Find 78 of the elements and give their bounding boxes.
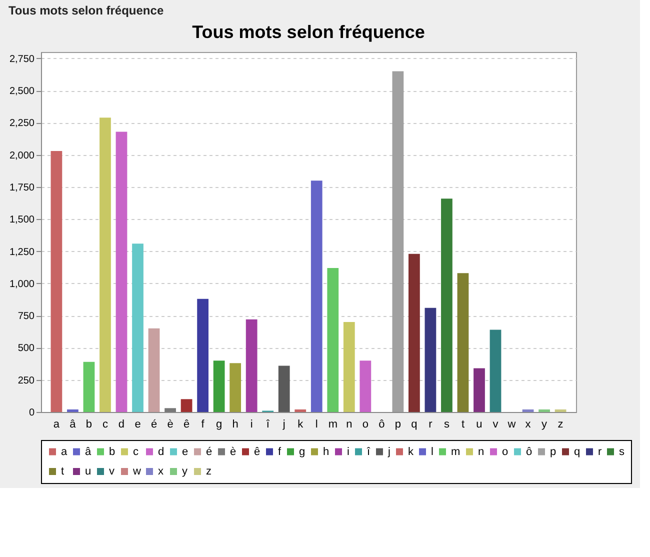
- x-tick-label: â: [70, 418, 77, 430]
- y-tick-label: 2,250: [9, 118, 35, 130]
- legend-label: u: [85, 466, 92, 478]
- y-tick-label: 1,750: [9, 182, 35, 194]
- x-tick-label: b: [86, 418, 92, 430]
- x-tick-label: e: [134, 418, 141, 430]
- legend-label: j: [387, 446, 390, 458]
- text: Tous mots selon fréquence: [8, 4, 164, 18]
- x-tick-label: d: [118, 418, 125, 430]
- legend-label: h: [323, 446, 330, 458]
- y-tick-label: 2,750: [9, 54, 35, 65]
- chart-title: Tous mots selon fréquence: [192, 22, 425, 42]
- x-tick-label: m: [328, 418, 338, 430]
- x-tick-label: r: [428, 418, 433, 430]
- x-tick-label: a: [53, 418, 60, 430]
- legend-label: d: [158, 446, 164, 458]
- legend-label: ô: [526, 446, 532, 458]
- legend-label: f: [278, 446, 282, 458]
- y-tick-label: 1,250: [9, 246, 35, 258]
- y-tick-label: 1,500: [9, 214, 35, 226]
- y-tick-label: 2,000: [9, 150, 35, 162]
- x-tick-label: h: [232, 418, 238, 430]
- x-tick-label: è: [167, 418, 174, 430]
- legend-label: a: [61, 446, 68, 458]
- x-tick-label: z: [558, 418, 564, 430]
- legend-label: b: [109, 446, 116, 458]
- legend-label: è: [230, 446, 236, 458]
- legend-label: q: [574, 446, 580, 458]
- legend-label: k: [408, 446, 414, 458]
- x-tick-label: é: [150, 418, 158, 430]
- x-tick-label: s: [444, 418, 450, 430]
- x-tick-label: g: [216, 418, 222, 430]
- x-tick-label: q: [411, 418, 418, 430]
- x-tick-label: i: [250, 418, 253, 430]
- legend-label: s: [619, 446, 625, 458]
- x-tick-label: k: [298, 418, 304, 430]
- legend-label: w: [132, 466, 141, 478]
- legend-label: z: [206, 466, 212, 478]
- x-tick-label: j: [282, 418, 286, 430]
- x-tick-label: f: [201, 418, 206, 430]
- x-tick-label: x: [525, 418, 532, 430]
- legend-label: n: [478, 446, 484, 458]
- legend-label: â: [85, 446, 92, 458]
- x-tick-label: p: [394, 418, 401, 430]
- x-tick-label: ê: [183, 418, 190, 430]
- y-tick-label: 750: [18, 311, 35, 322]
- y-tick-label: 0: [28, 408, 35, 418]
- legend-label: l: [431, 446, 434, 458]
- legend-label: m: [451, 446, 460, 458]
- x-tick-label: o: [362, 418, 368, 430]
- y-tick-label: 1,000: [9, 278, 35, 290]
- legend-label: î: [366, 446, 371, 458]
- x-tick-label: î: [265, 418, 270, 430]
- y-tick-label: 500: [18, 343, 35, 354]
- legend-label: i: [347, 446, 350, 458]
- x-tick-label: w: [506, 418, 516, 430]
- legend-label: y: [182, 466, 188, 478]
- y-tick-label: 2,500: [9, 86, 35, 98]
- legend-label: r: [598, 446, 602, 458]
- legend-label: x: [158, 466, 164, 478]
- legend-label: g: [299, 446, 306, 458]
- x-tick-label: u: [476, 418, 482, 430]
- legend-label: t: [61, 466, 64, 478]
- legend-label: é: [206, 446, 212, 458]
- x-tick-label: l: [315, 418, 318, 430]
- legend-label: v: [109, 466, 115, 478]
- x-tick-label: ô: [378, 418, 385, 430]
- legend-label: p: [550, 446, 556, 458]
- x-tick-label: y: [542, 418, 548, 430]
- y-tick-label: 250: [18, 375, 35, 386]
- x-tick-label: t: [461, 418, 465, 430]
- x-tick-label: c: [102, 418, 108, 430]
- x-tick-label: n: [346, 418, 352, 430]
- x-tick-label: v: [492, 418, 499, 430]
- legend-label: e: [182, 446, 188, 458]
- legend-label: c: [133, 446, 139, 458]
- legend-label: o: [502, 446, 508, 458]
- legend-label: ê: [254, 446, 260, 458]
